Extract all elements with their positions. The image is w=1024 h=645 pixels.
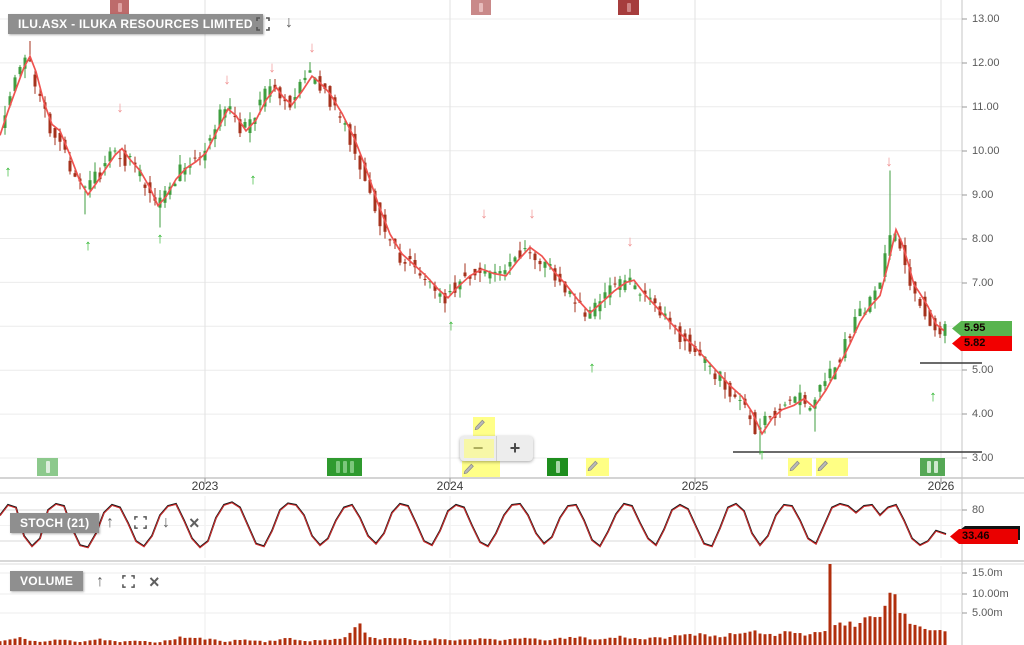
buy-signal-arrow: ↑ — [929, 388, 937, 405]
move-panel-down-icon[interactable]: ↓ — [285, 14, 293, 31]
sell-signal-arrow: ↓ — [308, 39, 316, 56]
chart-title: ILU.ASX - ILUKA RESOURCES LIMITED — [8, 14, 263, 34]
event-flag-bottom[interactable] — [920, 458, 945, 476]
buy-signal-arrow: ↑ — [156, 230, 164, 247]
buy-signal-arrow: ↑ — [249, 171, 257, 188]
stoch-close-icon[interactable]: × — [189, 513, 200, 533]
price-axis-label: 8.00 — [972, 233, 994, 245]
price-axis-label: 9.00 — [972, 189, 994, 201]
marker-bar-icon — [117, 3, 122, 12]
event-flag-bottom[interactable] — [327, 458, 362, 476]
event-flag-top[interactable] — [618, 0, 639, 15]
marker-bar-icon — [555, 461, 560, 473]
volume-axis-label: 10.00m — [972, 588, 1009, 600]
stoch-panel-label: STOCH (21) — [10, 513, 100, 533]
volume-axis-label: 5.00m — [972, 607, 1003, 619]
last-price-tag: 5.82 — [952, 336, 1012, 351]
year-axis-label: 2026 — [927, 479, 955, 493]
marker-bar-icon — [479, 3, 483, 12]
stoch-move-up-icon[interactable]: ↑ — [106, 514, 114, 531]
marker-bar-icon — [927, 461, 931, 473]
buy-signal-arrow: ↑ — [588, 359, 596, 376]
sell-signal-arrow: ↓ — [480, 205, 488, 222]
last-price-tag: 5.95 — [952, 321, 1012, 336]
marker-bar-icon — [626, 3, 631, 12]
sell-signal-arrow: ↓ — [116, 99, 124, 116]
main-plot-area[interactable] — [0, 0, 962, 478]
annotation-pencil-marker[interactable] — [586, 458, 609, 476]
marker-bar-icon — [45, 461, 50, 473]
annotation-pencil-marker[interactable] — [462, 461, 500, 477]
zoom-in-button[interactable]: + — [509, 438, 521, 458]
annotation-pencil-marker[interactable] — [473, 417, 495, 437]
marker-bar-icon — [342, 461, 347, 473]
sell-signal-arrow: ↓ — [885, 153, 893, 170]
price-axis-label: 3.00 — [972, 452, 994, 464]
marker-bar-icon — [934, 461, 938, 473]
sell-signal-arrow: ↓ — [223, 71, 231, 88]
buy-signal-arrow: ↑ — [84, 237, 92, 254]
moving-average-line — [0, 54, 945, 436]
marker-bar-icon — [335, 461, 340, 473]
buy-signal-arrow: ↑ — [4, 163, 12, 180]
price-axis-label: 4.00 — [972, 408, 994, 420]
zoom-control: − + — [460, 436, 533, 461]
stoch-move-down-icon[interactable]: ↓ — [162, 514, 170, 531]
event-flag-bottom[interactable] — [37, 458, 58, 476]
annotation-pencil-marker[interactable] — [788, 458, 812, 476]
year-axis-label: 2025 — [681, 479, 709, 493]
event-flag-top[interactable] — [471, 0, 491, 15]
volume-move-up-icon[interactable]: ↑ — [96, 573, 104, 590]
year-axis-label: 2023 — [191, 479, 219, 493]
sell-signal-arrow: ↓ — [528, 205, 536, 222]
sell-signal-arrow: ↓ — [268, 59, 276, 76]
stoch-value-tag: 33.46 — [950, 529, 1018, 544]
event-flag-bottom[interactable] — [547, 458, 568, 476]
annotation-highlight — [464, 439, 494, 458]
price-axis-label: 10.00 — [972, 145, 1000, 157]
stoch-signal-line-red — [0, 502, 947, 549]
volume-panel-label: VOLUME — [10, 571, 84, 591]
event-flag-top[interactable] — [110, 0, 129, 15]
price-axis-label: 5.00 — [972, 364, 994, 376]
price-axis-label: 11.00 — [972, 101, 999, 113]
year-axis-label: 2024 — [436, 479, 464, 493]
annotation-pencil-marker[interactable] — [816, 458, 848, 476]
buy-signal-arrow: ↑ — [447, 317, 455, 334]
buy-signal-arrow: ↑ — [758, 446, 766, 463]
price-axis-label: 7.00 — [972, 277, 994, 289]
stoch-axis-label: 80 — [972, 504, 985, 516]
volume-axis-label: 15.0m — [972, 567, 1003, 579]
price-axis-label: 12.00 — [972, 57, 1000, 69]
marker-bar-icon — [349, 461, 354, 473]
sell-signal-arrow: ↓ — [626, 233, 634, 250]
volume-close-icon[interactable]: × — [149, 572, 160, 592]
price-axis-label: 13.00 — [972, 13, 1000, 25]
